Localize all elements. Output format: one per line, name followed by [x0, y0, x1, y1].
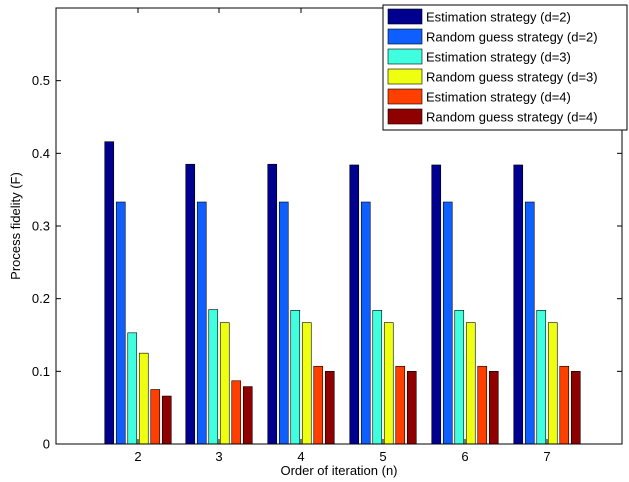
legend-swatch — [387, 68, 423, 85]
bar-random-guess-strategy-d-3-n4 — [301, 322, 312, 445]
bar-estimation-strategy-d-3-n3 — [208, 309, 219, 445]
legend-swatch — [387, 28, 423, 45]
bar-random-guess-strategy-d-3-n2 — [138, 352, 149, 445]
legend-entry-label: Estimation strategy (d=2) — [426, 10, 571, 25]
bar-random-guess-strategy-d-2-n6 — [442, 201, 453, 445]
bar-estimation-strategy-d-2-n2 — [104, 141, 115, 445]
legend-swatch — [387, 8, 423, 25]
bar-estimation-strategy-d-3-n4 — [290, 309, 301, 445]
y-tick-label: 0.5 — [32, 73, 50, 88]
bar-random-guess-strategy-d-2-n4 — [278, 201, 289, 445]
bar-estimation-strategy-d-4-n3 — [231, 380, 242, 445]
y-axis-label: Process fidelity (F) — [8, 172, 23, 280]
x-axis-label: Order of iteration (n) — [280, 463, 397, 478]
bar-random-guess-strategy-d-2-n2 — [115, 201, 126, 445]
legend-swatch — [387, 48, 423, 65]
bar-estimation-strategy-d-3-n5 — [372, 309, 383, 445]
legend-entry-label: Estimation strategy (d=3) — [426, 50, 571, 65]
bar-estimation-strategy-d-2-n4 — [267, 163, 278, 445]
x-tick-label: 5 — [379, 449, 386, 464]
bar-random-guess-strategy-d-3-n3 — [219, 322, 230, 445]
x-tick-label: 3 — [215, 449, 222, 464]
legend-entry-label: Random guess strategy (d=2) — [426, 30, 598, 45]
x-tick-label: 2 — [134, 449, 141, 464]
bar-estimation-strategy-d-4-n5 — [395, 365, 406, 445]
legend-swatch — [387, 88, 423, 105]
bar-random-guess-strategy-d-4-n3 — [242, 386, 253, 445]
bar-random-guess-strategy-d-3-n5 — [383, 322, 394, 445]
bar-random-guess-strategy-d-2-n5 — [360, 201, 371, 445]
bar-estimation-strategy-d-2-n5 — [349, 164, 360, 445]
bar-random-guess-strategy-d-4-n2 — [161, 395, 172, 445]
x-tick-label: 6 — [461, 449, 468, 464]
bar-random-guess-strategy-d-4-n6 — [488, 371, 499, 445]
legend-swatch — [387, 108, 423, 125]
bar-estimation-strategy-d-2-n7 — [513, 164, 524, 445]
x-tick-label: 7 — [543, 449, 550, 464]
bar-random-guess-strategy-d-4-n4 — [324, 371, 335, 445]
bar-random-guess-strategy-d-3-n7 — [547, 322, 558, 445]
bars-group — [104, 141, 581, 445]
bar-estimation-strategy-d-3-n6 — [454, 309, 465, 445]
y-tick-label: 0.2 — [32, 291, 50, 306]
x-tick-label: 4 — [297, 449, 304, 464]
bar-estimation-strategy-d-4-n6 — [477, 365, 488, 445]
bar-estimation-strategy-d-4-n4 — [313, 365, 324, 445]
y-tick-label: 0.1 — [32, 364, 50, 379]
bar-random-guess-strategy-d-2-n7 — [524, 201, 535, 445]
y-axis-ticks: 0 0.1 0.2 0.3 0.4 0.5 — [32, 73, 622, 452]
bar-random-guess-strategy-d-2-n3 — [196, 201, 207, 445]
bar-random-guess-strategy-d-4-n5 — [406, 371, 417, 445]
y-tick-label: 0.4 — [32, 146, 50, 161]
legend-entry-label: Estimation strategy (d=4) — [426, 90, 571, 105]
y-tick-label: 0.3 — [32, 219, 50, 234]
bar-estimation-strategy-d-2-n6 — [431, 164, 442, 445]
bar-random-guess-strategy-d-3-n6 — [465, 322, 476, 445]
legend-box — [382, 4, 628, 131]
bar-random-guess-strategy-d-4-n7 — [570, 371, 581, 445]
bar-estimation-strategy-d-4-n7 — [559, 365, 570, 445]
legend: Estimation strategy (d=2) Random guess st… — [382, 4, 628, 131]
bar-estimation-strategy-d-4-n2 — [150, 389, 161, 445]
bar-estimation-strategy-d-3-n7 — [536, 309, 547, 445]
legend-entry-label: Random guess strategy (d=4) — [426, 110, 598, 125]
y-tick-label: 0 — [43, 437, 50, 452]
bar-estimation-strategy-d-2-n3 — [185, 163, 196, 445]
legend-entry-label: Random guess strategy (d=3) — [426, 70, 598, 85]
bar-estimation-strategy-d-3-n2 — [127, 332, 138, 445]
